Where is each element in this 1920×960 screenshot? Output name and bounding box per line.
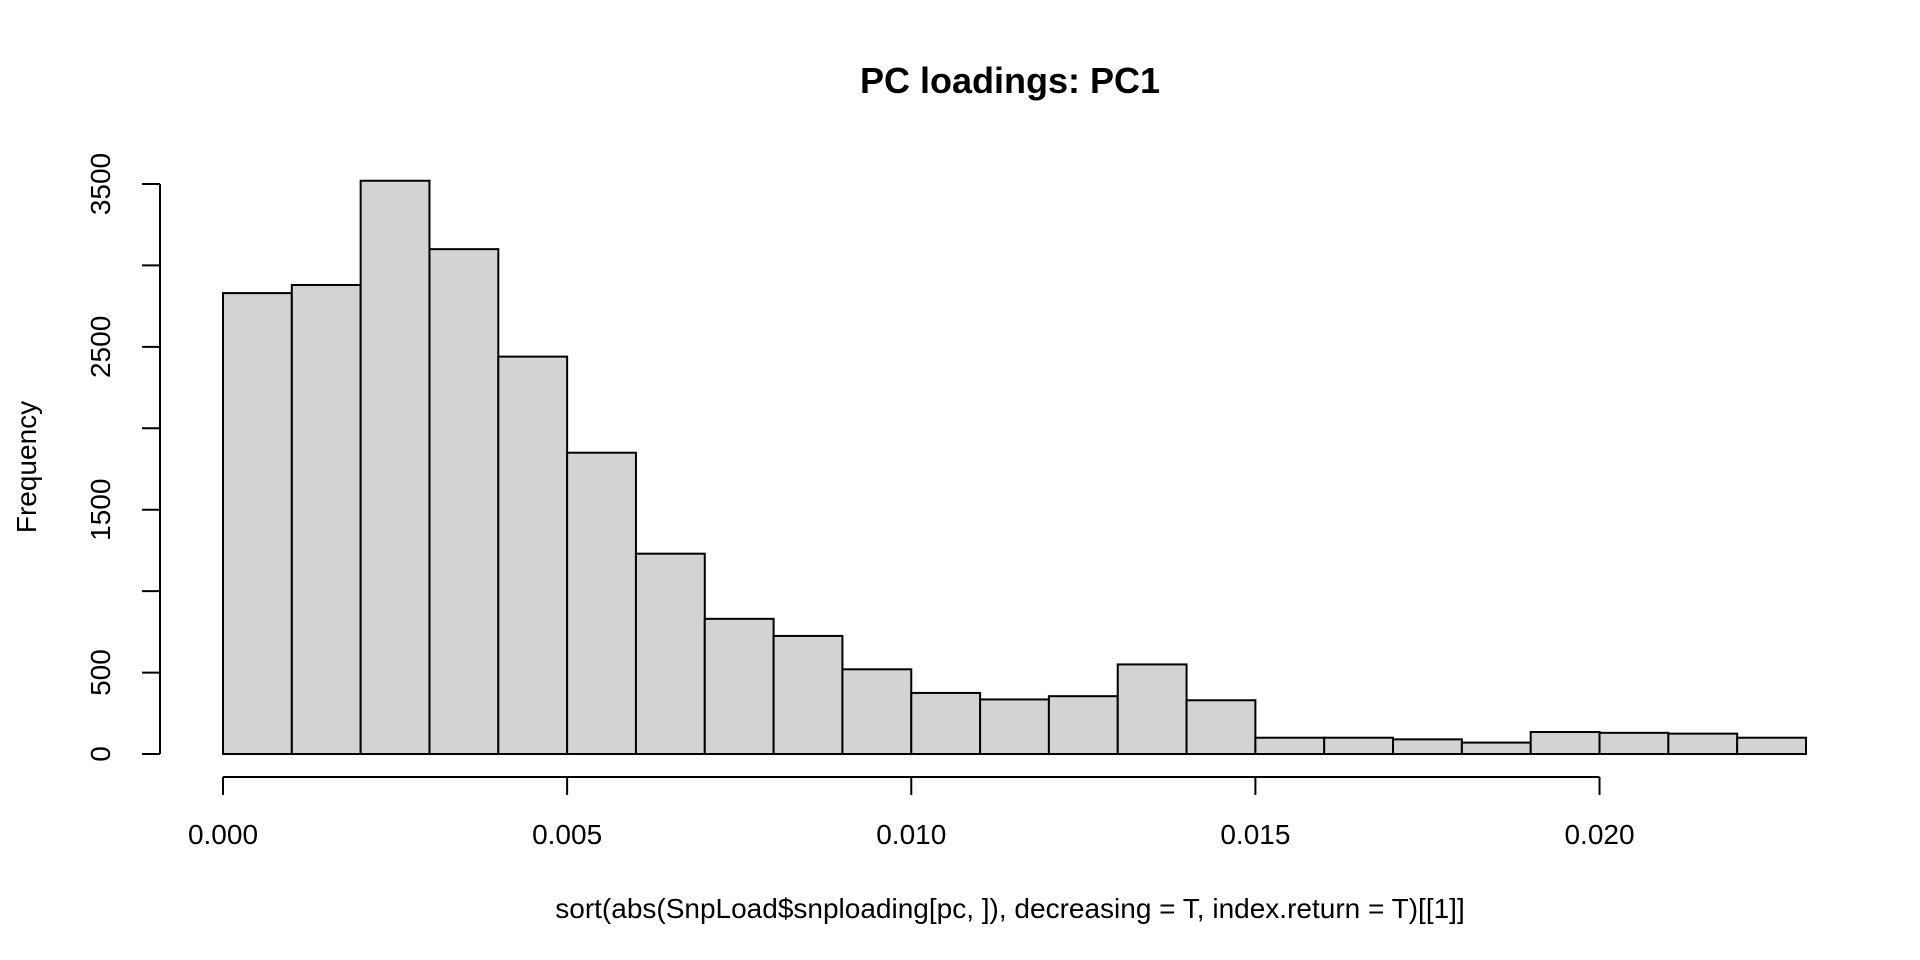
histogram-bar (359, 179, 431, 755)
y-tick-label: 3500 (85, 153, 116, 215)
histogram-bar (1254, 736, 1326, 756)
histogram-bar (1323, 736, 1395, 756)
y-tick-label: 500 (85, 649, 116, 696)
histogram-bar (497, 355, 569, 755)
histogram-bar (1736, 736, 1808, 756)
histogram-bar (841, 668, 913, 755)
y-axis: 0 500 1500 2500 3500 (85, 153, 161, 762)
chart-title: PC loadings: PC1 (860, 60, 1160, 101)
x-axis: 0.000 0.005 0.010 0.015 0.020 (188, 776, 1635, 850)
histogram-bar (979, 698, 1050, 756)
x-tick-label: 0.010 (876, 819, 946, 850)
y-axis-label: Frequency (11, 401, 42, 533)
x-tick-label: 0.005 (532, 819, 602, 850)
histogram-bar (1185, 699, 1257, 755)
histogram-bar (290, 283, 362, 755)
histogram-bar (1667, 732, 1739, 756)
x-tick-label: 0.000 (188, 819, 258, 850)
histogram-bar (1047, 695, 1119, 756)
histogram-bar (703, 617, 775, 755)
histogram-bar (772, 634, 844, 756)
x-tick-label: 0.020 (1564, 819, 1634, 850)
y-tick-label: 0 (85, 746, 116, 762)
histogram-bar (1116, 663, 1188, 756)
histogram-bar (1598, 731, 1670, 755)
histogram-bar (222, 292, 293, 755)
histogram-bar (1392, 738, 1463, 755)
histogram-bar (566, 451, 637, 755)
histogram-bar (634, 552, 706, 756)
y-tick-label: 1500 (85, 479, 116, 541)
histogram-bar (910, 691, 982, 756)
histogram-bar (1529, 731, 1601, 755)
histogram-bar (1460, 741, 1532, 755)
x-tick-label: 0.015 (1220, 819, 1290, 850)
histogram-bar (428, 248, 500, 755)
y-tick-label: 2500 (85, 316, 116, 378)
x-axis-label: sort(abs(SnpLoad$snploading[pc, ]), decr… (555, 893, 1465, 924)
bars-group (222, 179, 1808, 756)
